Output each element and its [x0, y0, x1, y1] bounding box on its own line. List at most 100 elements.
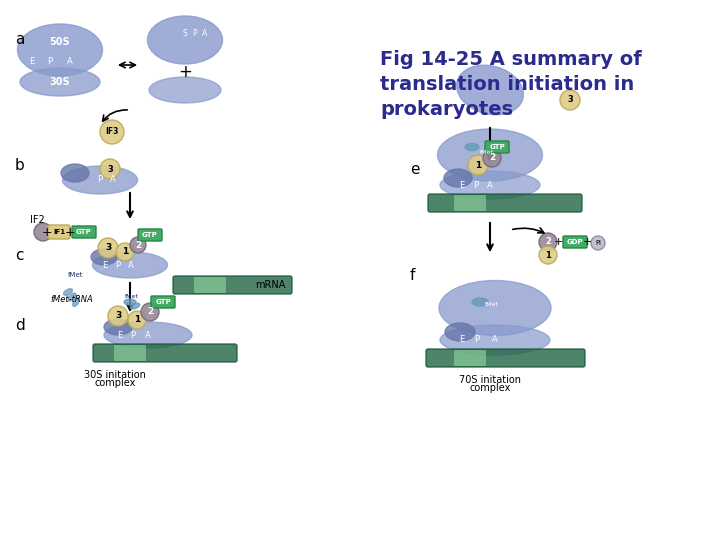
Text: P: P [474, 335, 480, 345]
Ellipse shape [17, 24, 102, 76]
Text: +: + [178, 63, 192, 81]
Circle shape [560, 90, 580, 110]
Text: 1: 1 [545, 251, 551, 260]
Circle shape [116, 243, 134, 261]
FancyBboxPatch shape [428, 194, 582, 212]
Text: 3: 3 [107, 165, 113, 173]
FancyBboxPatch shape [454, 350, 486, 366]
Ellipse shape [92, 252, 168, 278]
FancyBboxPatch shape [93, 344, 237, 362]
Ellipse shape [63, 289, 73, 295]
Ellipse shape [104, 319, 132, 335]
Text: d: d [15, 318, 24, 333]
Circle shape [468, 155, 488, 175]
Text: IF2: IF2 [30, 215, 45, 225]
Text: P: P [130, 330, 135, 340]
Circle shape [98, 238, 118, 258]
Circle shape [100, 159, 120, 179]
Text: P: P [48, 57, 53, 66]
Text: 1: 1 [122, 247, 128, 256]
Text: fMet: fMet [485, 301, 499, 307]
Text: 30S: 30S [50, 77, 71, 87]
Circle shape [539, 233, 557, 251]
Text: IF1: IF1 [53, 229, 65, 235]
Text: Pi: Pi [595, 240, 601, 246]
Text: e: e [410, 163, 420, 178]
Text: P: P [97, 176, 102, 185]
Text: +: + [553, 237, 563, 247]
Text: 30S initation: 30S initation [84, 370, 146, 380]
Text: IF3: IF3 [105, 127, 119, 137]
FancyBboxPatch shape [426, 349, 585, 367]
Text: complex: complex [469, 383, 510, 393]
Ellipse shape [440, 171, 540, 199]
Text: E: E [459, 335, 464, 345]
FancyBboxPatch shape [485, 141, 509, 153]
Circle shape [539, 246, 557, 264]
Text: 50S: 50S [50, 37, 71, 47]
Ellipse shape [20, 68, 100, 96]
Text: 3: 3 [105, 244, 111, 253]
FancyBboxPatch shape [151, 296, 175, 308]
Text: fMet: fMet [480, 150, 494, 154]
Ellipse shape [465, 144, 479, 151]
FancyBboxPatch shape [138, 229, 162, 241]
Circle shape [34, 223, 52, 241]
Text: Fig 14-25 A summary of
translation initiation in
prokaryotes: Fig 14-25 A summary of translation initi… [380, 50, 642, 119]
Text: GDP: GDP [567, 239, 583, 245]
Text: 2: 2 [135, 240, 141, 249]
Text: GTP: GTP [155, 299, 171, 305]
Text: mRNA: mRNA [255, 280, 285, 290]
Text: +: + [42, 226, 53, 239]
Text: A: A [492, 335, 498, 345]
Text: 70S initation: 70S initation [459, 375, 521, 385]
Text: 2: 2 [545, 238, 551, 246]
Text: GTP: GTP [489, 144, 505, 150]
Text: P: P [115, 260, 120, 269]
Text: complex: complex [94, 378, 135, 388]
FancyBboxPatch shape [194, 277, 226, 293]
Ellipse shape [63, 166, 138, 194]
Text: 1: 1 [475, 160, 481, 170]
FancyBboxPatch shape [173, 276, 292, 294]
Ellipse shape [61, 164, 89, 182]
Circle shape [100, 120, 124, 144]
Text: 1: 1 [134, 315, 140, 325]
Text: A: A [128, 260, 134, 269]
Circle shape [483, 149, 501, 167]
Text: fMet: fMet [125, 294, 139, 299]
Text: E: E [117, 330, 122, 340]
Ellipse shape [124, 299, 136, 305]
Text: A: A [145, 330, 151, 340]
Text: A: A [67, 57, 73, 66]
Text: +: + [65, 226, 76, 239]
Circle shape [130, 237, 146, 253]
Text: b: b [15, 158, 24, 172]
Ellipse shape [445, 323, 475, 341]
Text: A: A [202, 29, 207, 37]
Text: P: P [193, 29, 197, 37]
Text: f: f [410, 267, 415, 282]
Text: P: P [474, 180, 479, 190]
Ellipse shape [472, 298, 488, 306]
FancyBboxPatch shape [48, 225, 70, 239]
Ellipse shape [456, 65, 523, 115]
Ellipse shape [149, 77, 221, 103]
Circle shape [128, 311, 146, 329]
Text: GTP: GTP [142, 232, 158, 238]
Ellipse shape [73, 298, 79, 307]
Text: E: E [102, 260, 107, 269]
Circle shape [108, 306, 128, 326]
Text: E: E [459, 180, 464, 190]
FancyBboxPatch shape [563, 236, 587, 248]
Ellipse shape [91, 249, 117, 265]
Text: fMet: fMet [68, 272, 84, 278]
Ellipse shape [104, 322, 192, 348]
Ellipse shape [440, 325, 550, 355]
Ellipse shape [439, 280, 551, 335]
FancyBboxPatch shape [114, 345, 146, 361]
Circle shape [591, 236, 605, 250]
Ellipse shape [148, 16, 222, 64]
Text: 3: 3 [567, 96, 573, 105]
Ellipse shape [130, 303, 140, 309]
